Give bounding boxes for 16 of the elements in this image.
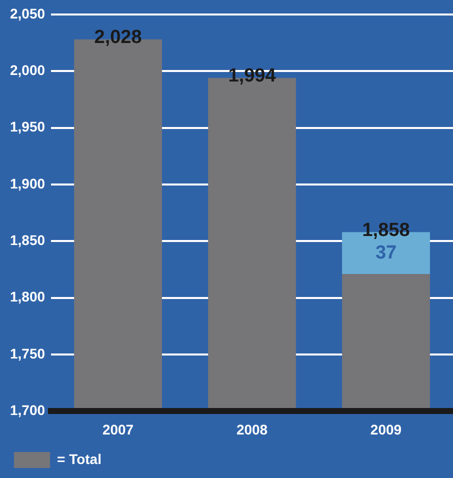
legend-label: = Total [57, 450, 102, 467]
y-tick-label: 1,700 [10, 402, 46, 418]
x-tick-label: 2008 [236, 421, 268, 438]
y-tick-label: 1,800 [10, 288, 46, 305]
data-label: 37 [375, 242, 397, 264]
y-tick-label: 1,900 [10, 175, 46, 192]
x-tick-label: 2007 [102, 421, 134, 438]
total-label: 1,858 [362, 220, 410, 241]
y-tick-label: 2,000 [10, 62, 46, 78]
y-tick-label: 1,950 [10, 118, 46, 135]
y-tick-label: 1,750 [10, 345, 46, 362]
y-tick-label: 1,850 [10, 232, 46, 248]
total-label: 1,994 [228, 66, 276, 87]
x-tick-label: 2009 [370, 421, 402, 438]
total-label: 2,028 [94, 27, 142, 48]
y-tick-label: 2,050 [10, 5, 46, 22]
